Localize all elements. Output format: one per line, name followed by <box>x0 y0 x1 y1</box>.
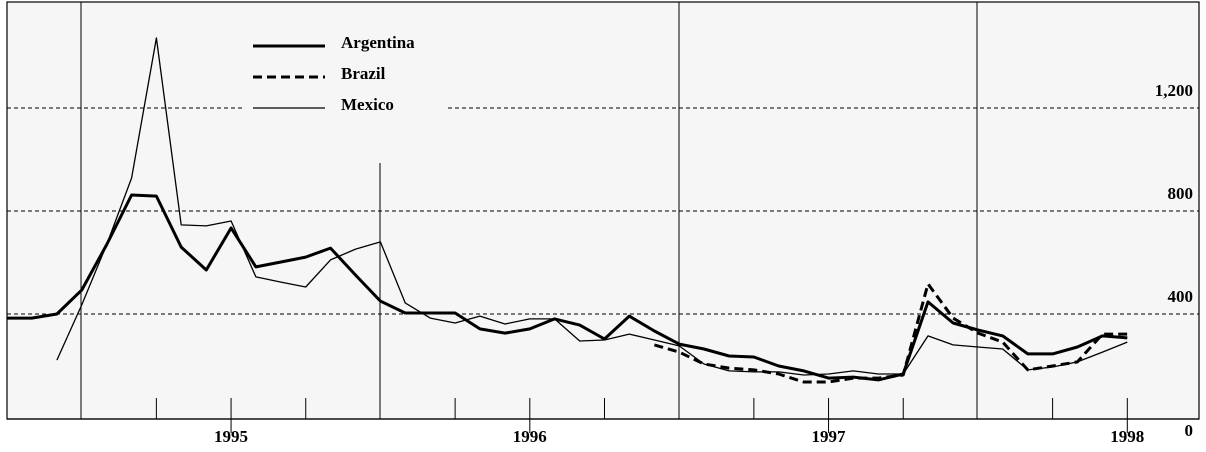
x-tick-label: 1995 <box>214 427 248 446</box>
y-tick-label: 1,200 <box>1155 81 1193 100</box>
x-tick-label: 1998 <box>1110 427 1144 446</box>
legend-label: Mexico <box>341 95 394 114</box>
series-line <box>7 193 1128 382</box>
x-tick-label: 1997 <box>812 427 847 446</box>
y-tick-label: 400 <box>1168 287 1194 306</box>
grid <box>7 107 1199 315</box>
legend-label: Argentina <box>341 33 415 52</box>
series-line <box>653 282 1128 384</box>
legend-label: Brazil <box>341 64 386 83</box>
series-lines <box>7 37 1128 384</box>
legend: Argentina Brazil Mexico <box>253 33 415 114</box>
x-tick-label: 1996 <box>513 427 547 446</box>
plot-border <box>6 1 1200 420</box>
plot-background <box>7 2 1199 419</box>
y-tick-label: 0 <box>1185 421 1194 440</box>
period-lines <box>80 2 978 419</box>
series-line <box>56 37 1128 376</box>
y-tick-label: 800 <box>1168 184 1194 203</box>
